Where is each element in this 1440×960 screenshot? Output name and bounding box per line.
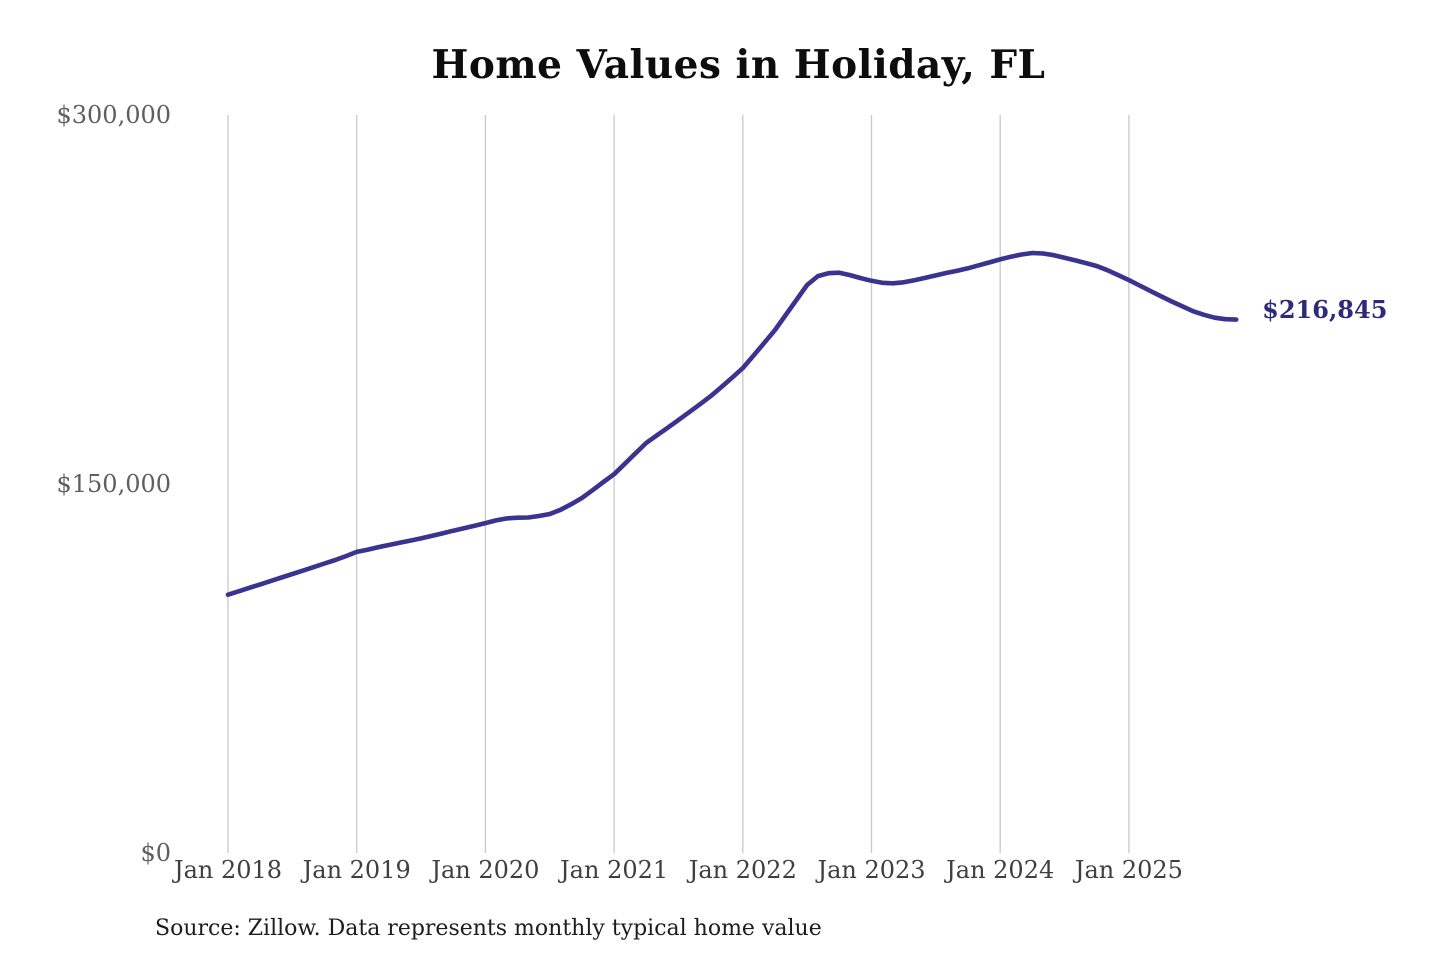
y-tick-label: $0 — [140, 839, 171, 867]
source-note: Source: Zillow. Data represents monthly … — [155, 916, 822, 941]
x-tick-label: Jan 2025 — [1074, 856, 1183, 884]
x-tick-label: Jan 2024 — [946, 856, 1055, 884]
home-value-line — [225, 250, 1239, 597]
vertical-gridlines — [227, 115, 1130, 853]
x-tick-label: Jan 2021 — [560, 856, 669, 884]
y-tick-label: $150,000 — [56, 470, 171, 498]
latest-value-label: $216,845 — [1262, 294, 1388, 324]
x-tick-label: Jan 2022 — [688, 856, 797, 884]
x-tick-label: Jan 2019 — [302, 856, 411, 884]
chart-title: Home Values in Holiday, FL — [431, 42, 1046, 88]
x-tick-label: Jan 2023 — [817, 856, 926, 884]
x-tick-label: Jan 2018 — [173, 856, 283, 884]
y-tick-label: $300,000 — [56, 101, 171, 129]
x-tick-label: Jan 2020 — [431, 856, 540, 884]
